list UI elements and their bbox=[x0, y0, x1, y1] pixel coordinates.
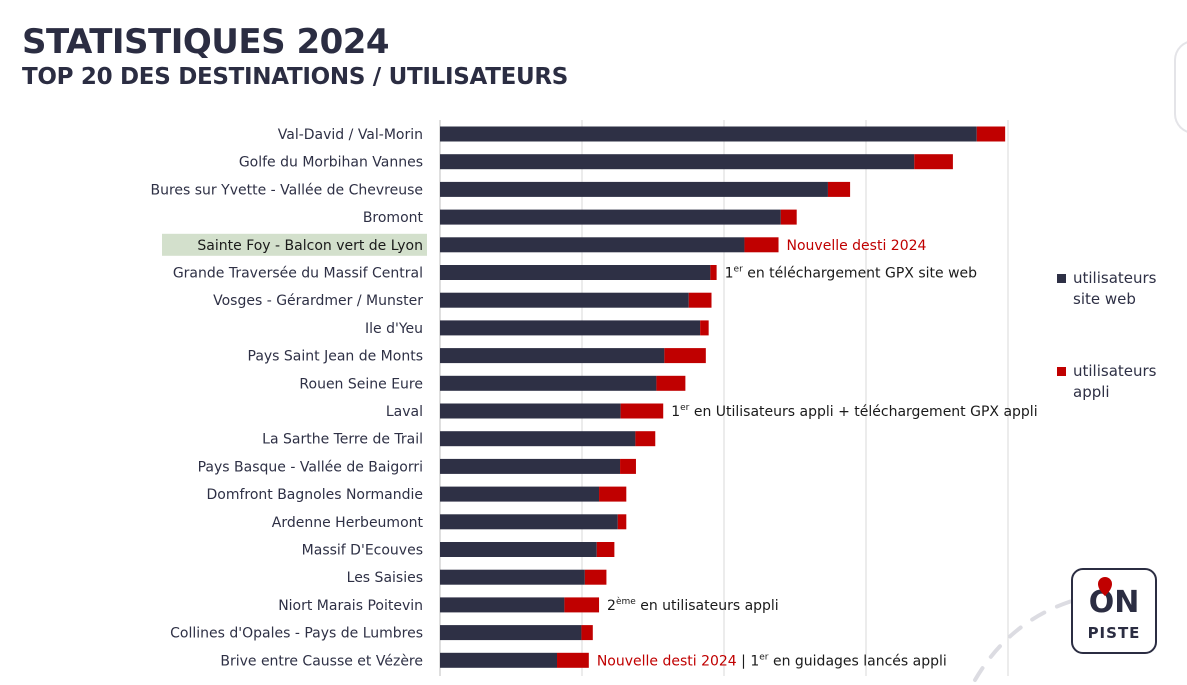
category-label: Brive entre Causse et Vézère bbox=[220, 653, 423, 669]
annotation-rank: 2 bbox=[607, 598, 616, 614]
legend-label-web: utilisateurs site web bbox=[1073, 269, 1157, 308]
bar-appli bbox=[620, 458, 636, 474]
logo-line1: ON bbox=[1089, 585, 1140, 620]
annotation-text: en guidages lancés appli bbox=[769, 653, 947, 669]
category-label: Golfe du Morbihan Vannes bbox=[239, 155, 423, 171]
bar-site-web bbox=[440, 625, 582, 641]
bar-annotation: Nouvelle desti 2024 | 1er en guidages la… bbox=[597, 652, 947, 669]
annotation-highlight: Nouvelle desti 2024 bbox=[597, 653, 737, 669]
annotation-text: Nouvelle desti 2024 bbox=[787, 238, 927, 254]
bar-site-web bbox=[440, 265, 711, 280]
bar-annotation: 1er en téléchargement GPX site web bbox=[725, 265, 978, 282]
bar-appli bbox=[976, 126, 1006, 142]
legend-swatch-app bbox=[1057, 367, 1066, 376]
category-label: Domfront Bagnoles Normandie bbox=[206, 487, 423, 503]
decorative-dashed-path bbox=[973, 598, 1077, 682]
category-label: Sainte Foy - Balcon vert de Lyon bbox=[197, 238, 423, 254]
map-pin-icon bbox=[1098, 577, 1112, 596]
annotation-superscript: ème bbox=[616, 596, 636, 607]
category-label: Pays Basque - Vallée de Baigorri bbox=[198, 459, 423, 475]
bar-appli bbox=[620, 403, 664, 419]
annotation-superscript: er bbox=[680, 403, 690, 413]
annotation-superscript: er bbox=[734, 265, 744, 275]
bar-appli bbox=[596, 542, 615, 557]
bar-annotation: 1er en Utilisateurs appli + téléchargeme… bbox=[671, 403, 1037, 420]
annotation-text: en téléchargement GPX site web bbox=[743, 266, 977, 282]
bar-annotation: Nouvelle desti 2024 bbox=[787, 238, 927, 254]
annotation-text: en utilisateurs appli bbox=[636, 598, 779, 614]
category-label: Les Saisies bbox=[347, 570, 423, 586]
bar-appli bbox=[557, 652, 589, 668]
bar-site-web bbox=[440, 237, 745, 253]
annotation-rank: 1 bbox=[725, 266, 734, 282]
bar-site-web bbox=[440, 154, 915, 170]
bar-site-web bbox=[440, 569, 585, 585]
gridlines bbox=[439, 120, 1009, 676]
category-label: Val-David / Val-Morin bbox=[278, 127, 423, 143]
bar-site-web bbox=[440, 209, 781, 225]
category-label: Ile d'Yeu bbox=[365, 321, 423, 337]
bar-site-web bbox=[440, 652, 558, 668]
bar-appli bbox=[700, 320, 709, 336]
bar-site-web bbox=[440, 458, 621, 474]
bar-appli bbox=[710, 265, 717, 280]
bar-appli bbox=[564, 597, 600, 613]
annotation-rank: 1 bbox=[671, 404, 680, 420]
annotation-superscript: er bbox=[759, 652, 769, 662]
category-label: La Sarthe Terre de Trail bbox=[262, 432, 423, 448]
legend-label-app: utilisateurs appli bbox=[1073, 362, 1157, 401]
bar-appli bbox=[656, 375, 686, 391]
bar-appli bbox=[827, 181, 851, 197]
bar-appli bbox=[914, 154, 953, 170]
category-label: Pays Saint Jean de Monts bbox=[248, 349, 424, 365]
annotation-separator: | bbox=[737, 653, 751, 669]
highlight-background bbox=[162, 233, 427, 256]
page-title: STATISTIQUES 2024 bbox=[22, 22, 390, 62]
category-label: Niort Marais Poitevin bbox=[278, 598, 423, 614]
page-subtitle: TOP 20 DES DESTINATIONS / UTILISATEURS bbox=[22, 64, 569, 90]
bar-annotation: 2ème en utilisateurs appli bbox=[607, 596, 779, 614]
bar-appli bbox=[688, 292, 712, 308]
bar-site-web bbox=[440, 597, 565, 613]
bar-site-web bbox=[440, 486, 600, 502]
bar-site-web bbox=[440, 348, 665, 364]
category-label: Bures sur Yvette - Vallée de Chevreuse bbox=[150, 182, 423, 198]
bar-appli bbox=[780, 209, 797, 225]
bar-site-web bbox=[440, 126, 977, 142]
category-label: Ardenne Herbeumont bbox=[272, 515, 424, 531]
bar-appli bbox=[584, 569, 607, 585]
bar-appli bbox=[635, 431, 656, 447]
bar-site-web bbox=[440, 514, 618, 530]
bar-site-web bbox=[440, 320, 701, 336]
category-label: Grande Traversée du Massif Central bbox=[173, 266, 423, 282]
bar-site-web bbox=[440, 542, 597, 557]
bars bbox=[440, 126, 1006, 668]
category-label: Massif D'Ecouves bbox=[302, 543, 423, 559]
bar-site-web bbox=[440, 375, 657, 391]
category-label: Rouen Seine Eure bbox=[299, 376, 423, 392]
onpiste-logo: ON PISTE bbox=[1071, 568, 1157, 654]
bar-appli bbox=[581, 625, 593, 641]
legend-swatch-web bbox=[1057, 274, 1066, 283]
category-label: Bromont bbox=[363, 210, 424, 226]
bar-appli bbox=[599, 486, 627, 502]
bar-site-web bbox=[440, 403, 621, 419]
bar-site-web bbox=[440, 181, 828, 197]
category-labels: Val-David / Val-Morin Golfe du Morbihan V… bbox=[150, 127, 427, 669]
bar-site-web bbox=[440, 431, 636, 447]
annotation-text: en Utilisateurs appli + téléchargement G… bbox=[689, 404, 1037, 420]
logo-line2: PISTE bbox=[1088, 624, 1141, 642]
bar-site-web bbox=[440, 292, 689, 308]
category-label: Vosges - Gérardmer / Munster bbox=[213, 293, 423, 309]
bar-appli bbox=[664, 348, 706, 364]
bar-appli bbox=[617, 514, 627, 530]
category-label: Collines d'Opales - Pays de Lumbres bbox=[170, 626, 423, 642]
bar-appli bbox=[744, 237, 779, 253]
category-label: Laval bbox=[386, 404, 423, 420]
annotation-rank: 1 bbox=[750, 653, 759, 669]
